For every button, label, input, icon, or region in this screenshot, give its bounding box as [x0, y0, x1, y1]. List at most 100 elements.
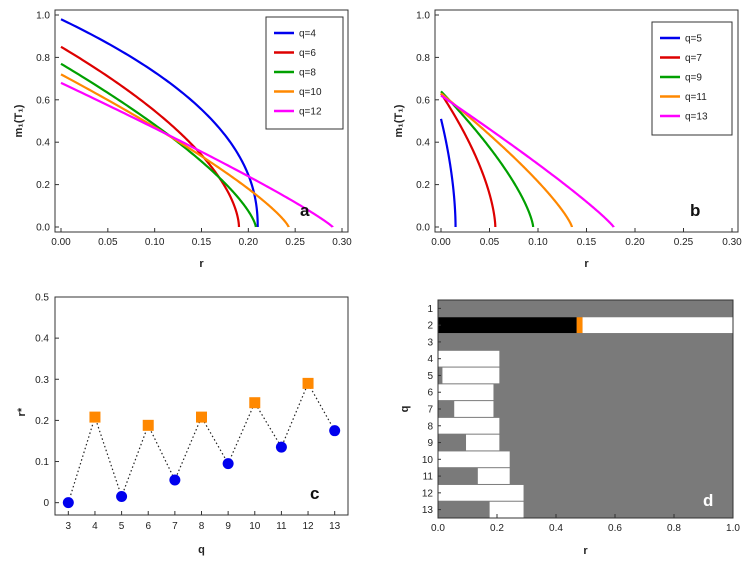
panel-letter: b [690, 201, 700, 220]
x-tick-label: 4 [92, 521, 98, 532]
x-tick-label: 0.10 [528, 237, 548, 248]
series-line-q=13 [440, 94, 615, 229]
y-axis-label: m₁(T₁) [13, 104, 25, 137]
y-tick-label: 1.0 [36, 11, 50, 22]
point-square-q4 [89, 411, 101, 423]
legend-entry: q=10 [299, 87, 322, 98]
x-tick-label: 9 [225, 521, 231, 532]
x-axis-label: r [583, 545, 588, 557]
y-tick-label: 12 [422, 488, 434, 499]
y-tick-label: 2 [427, 321, 433, 332]
y-tick-label: 0.3 [35, 375, 49, 386]
heatmap-cell-q11 [477, 468, 510, 484]
y-tick-label: 4 [427, 354, 433, 365]
heatmap-cell-q6 [438, 384, 494, 401]
panel-b-line-chart: 0.0 0.2 0.4 0.6 0.8 1.0 0.00 0.05 0.10 0.15 0.20 0.… [393, 9, 742, 270]
y-tick-label: 0.4 [35, 334, 49, 345]
legend-entry: q=8 [299, 68, 316, 79]
x-tick-label: 12 [302, 521, 314, 532]
x-tick-label: 0.10 [145, 237, 165, 248]
legend-entry: q=7 [685, 53, 702, 64]
y-tick-label: 13 [422, 505, 434, 516]
x-axis-label: r [199, 258, 204, 270]
y-tick-label: 11 [423, 472, 434, 483]
x-tick-label: 1.0 [726, 523, 740, 534]
heatmap-cell-q9 [466, 434, 500, 451]
y-tick-label: 10 [422, 455, 434, 466]
heatmap-cell-q10 [438, 451, 510, 468]
y-tick-label: 9 [427, 438, 433, 449]
series-line-q=9 [440, 90, 535, 229]
x-tick-label: 0.30 [722, 237, 742, 248]
y-tick-label: 0.8 [36, 53, 50, 64]
point-square-q8 [196, 411, 207, 423]
point-circle-q11 [275, 441, 287, 453]
series-line-q=10 [60, 73, 290, 229]
heatmap-cell-q7 [454, 401, 494, 417]
panel-a-line-chart: 0.0 0.2 0.4 0.6 0.8 1.0 0.00 0.05 0.10 0.15 0.20 0.… [13, 9, 352, 270]
legend-entry: q=9 [685, 73, 702, 84]
y-tick-label: 6 [427, 388, 433, 399]
legend-entry: q=4 [299, 29, 316, 40]
plot-frame [54, 296, 349, 516]
point-circle-q3 [62, 497, 74, 509]
y-tick-label: 0.2 [416, 180, 430, 191]
x-axis-label: q [198, 544, 205, 556]
x-tick-label: 8 [199, 521, 205, 532]
y-tick-label: 7 [427, 405, 433, 416]
x-tick-label: 13 [329, 521, 341, 532]
y-tick-label: 1 [427, 304, 433, 315]
heatmap-cell-q13 [489, 501, 524, 518]
y-tick-label: 0.0 [36, 223, 50, 234]
heatmap-cell-q2 [582, 317, 733, 334]
point-square-q12 [302, 377, 314, 389]
connector-dotted-line [67, 382, 336, 503]
legend-entry: q=5 [685, 34, 702, 45]
x-tick-label: 0.30 [332, 237, 352, 248]
y-axis-label: q [399, 406, 411, 413]
x-tick-label: 11 [276, 521, 287, 532]
y-tick-label: 3 [427, 337, 433, 348]
heatmap-cell-q5 [442, 367, 500, 384]
x-tick-label: 0.2 [490, 523, 504, 534]
panel-c-scatter-chart: 0 0.1 0.2 0.3 0.4 0.5 3 4 5 6 7 8 9 10 11 12 13 q r* c [16, 293, 349, 556]
y-tick-label: 5 [427, 371, 433, 382]
point-circle-q9 [222, 458, 234, 470]
x-tick-label: 0.00 [431, 237, 451, 248]
x-tick-label: 0.05 [98, 237, 118, 248]
series-line-q=8 [60, 62, 257, 229]
x-tick-label: 0.05 [480, 237, 500, 248]
y-tick-label: 0.1 [35, 457, 49, 468]
series-line-q=12 [60, 81, 334, 229]
y-tick-label: 0.4 [416, 138, 430, 149]
point-square-q6 [142, 419, 154, 431]
x-tick-label: 0.6 [608, 523, 622, 534]
y-tick-label: 0.2 [36, 180, 50, 191]
legend-entry: q=13 [685, 112, 708, 123]
x-tick-label: 10 [249, 521, 261, 532]
heatmap-cell-q4 [438, 350, 500, 367]
heatmap-cell-q2 [438, 317, 577, 334]
series-line-q=4 [60, 18, 259, 227]
heatmap-cell-q2 [576, 317, 583, 334]
y-axis-label: m₁(T₁) [393, 104, 405, 137]
x-tick-label: 0.25 [674, 237, 694, 248]
y-tick-label: 0 [43, 498, 49, 509]
x-tick-label: 0.20 [625, 237, 645, 248]
x-tick-label: 0.00 [51, 237, 71, 248]
y-tick-label: 1.0 [416, 11, 430, 22]
point-square-q10 [249, 397, 261, 409]
point-circle-q7 [169, 474, 181, 486]
x-axis-label: r [584, 258, 589, 270]
x-tick-label: 0.25 [285, 237, 305, 248]
x-tick-label: 3 [66, 521, 72, 532]
x-tick-label: 0.20 [239, 237, 259, 248]
x-tick-label: 0.15 [577, 237, 597, 248]
y-tick-label: 8 [427, 421, 433, 432]
y-tick-label: 0.6 [416, 95, 430, 106]
legend-entry: q=12 [299, 107, 322, 118]
y-tick-label: 0.8 [416, 53, 430, 64]
x-tick-label: 0.0 [431, 523, 445, 534]
x-tick-label: 7 [172, 521, 178, 532]
